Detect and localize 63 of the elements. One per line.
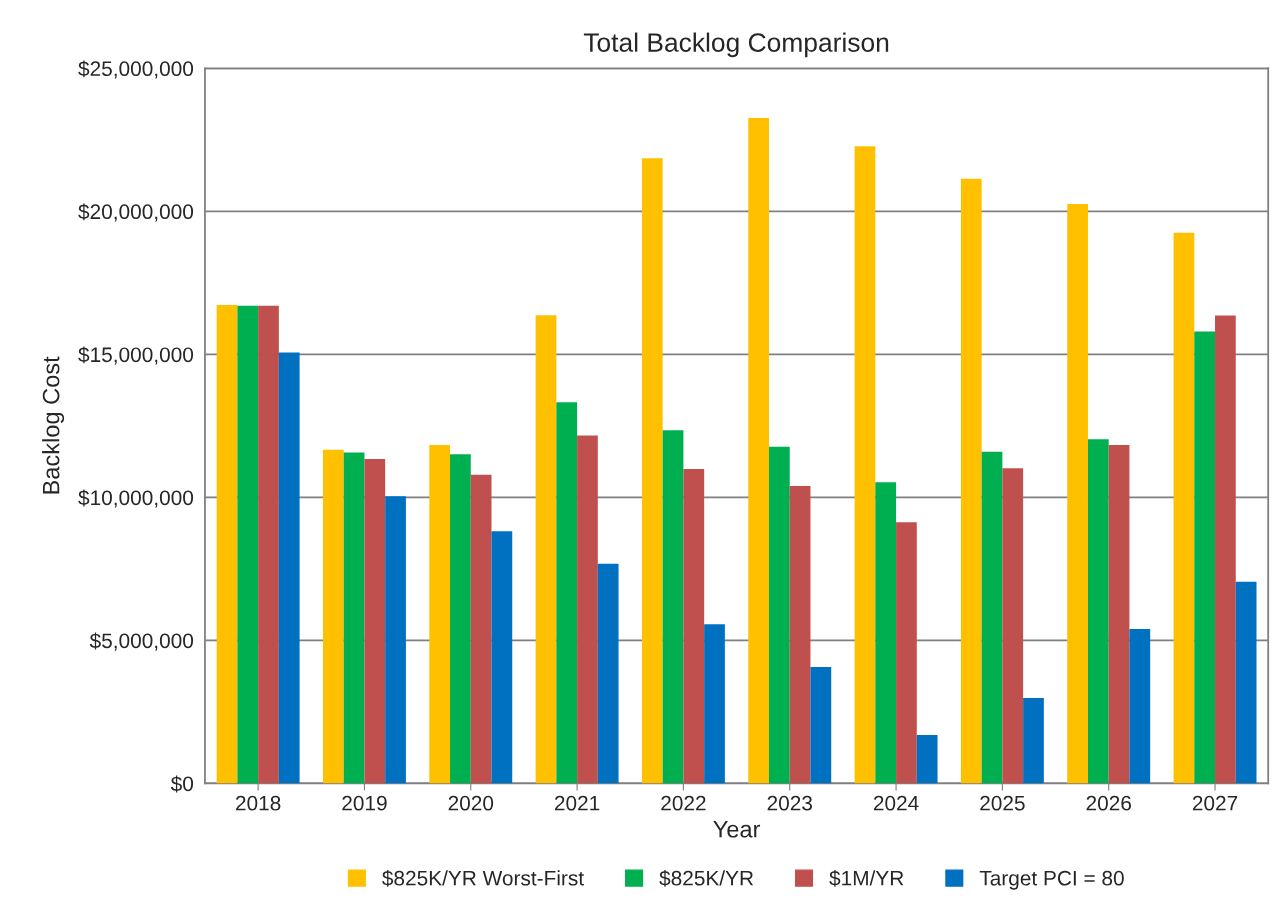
bar [769,446,790,784]
bar [1173,232,1195,784]
bar [683,469,705,784]
bar [981,451,1003,784]
x-tick-label: 2025 [980,795,1025,811]
bar [535,315,557,784]
chart-title: Total Backlog Comparison [583,32,889,58]
bar [789,485,811,784]
bar [1235,581,1257,784]
bar [577,435,598,784]
y-tick-label: $10,000,000 [78,489,194,508]
bar [641,158,663,784]
y-tick-label: $5,000,000 [89,632,194,651]
x-tick-label: 2027 [1192,795,1238,811]
bar [1194,331,1216,784]
bar [875,482,897,784]
x-axis-title: Year [713,821,761,838]
x-tick-label: 2019 [342,795,387,811]
bar [470,474,492,784]
bar [1129,628,1151,784]
bar [278,352,300,784]
bar [662,430,684,784]
legend-label: $1M/YR [829,869,904,887]
bar [896,522,917,784]
bar [1108,445,1130,784]
bar [258,305,279,784]
legend-label: $825K/YR Worst-First [382,869,584,887]
bar [1002,468,1024,784]
bar [854,146,876,784]
bar [810,667,832,784]
y-tick-label: $20,000,000 [78,203,194,222]
bar [364,459,386,784]
y-axis-title: Backlog Cost [42,356,65,494]
bar [237,305,259,784]
legend-label: Target PCI = 80 [979,870,1124,890]
x-tick-label: 2020 [448,795,494,811]
x-tick-label: 2022 [661,795,706,811]
bar [322,449,344,784]
x-tick-label: 2026 [1086,795,1131,811]
bar [916,735,938,784]
y-tick-label: $25,000,000 [78,60,194,79]
bar [429,445,451,784]
bar [1067,203,1088,784]
bar [556,402,578,784]
legend-label: $825K/YR [659,869,754,887]
x-tick-label: 2023 [767,795,812,811]
y-tick-label: $0 [170,775,194,793]
x-tick-label: 2024 [873,795,919,811]
bar [1087,439,1109,784]
y-tick-label: $15,000,000 [78,346,194,365]
bar [597,563,619,784]
bar [450,454,471,784]
bar [343,452,365,784]
x-tick-label: 2018 [236,795,281,811]
bar [491,531,513,784]
bar [1023,697,1044,784]
bar [960,178,982,784]
x-tick-label: 2021 [554,795,600,811]
bar [748,118,769,784]
bar [385,496,406,784]
bar [1215,315,1236,784]
bar [216,304,238,784]
bar [704,624,725,784]
